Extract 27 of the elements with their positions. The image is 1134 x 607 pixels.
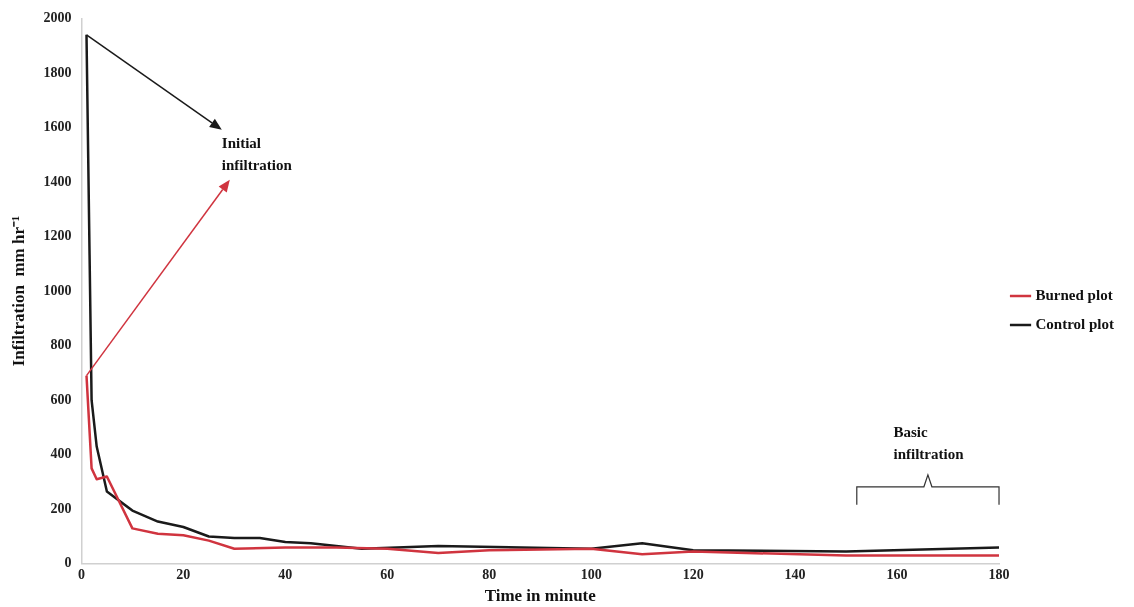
x-tick-label: 180 — [988, 566, 1010, 582]
annotation: Basic infiltration — [893, 423, 965, 462]
x-tick-label: 0 — [77, 566, 85, 582]
x-tick-label: 120 — [682, 566, 704, 582]
x-tick-label: 20 — [176, 566, 191, 582]
y-tick-label: 600 — [50, 391, 72, 407]
y-tick-label: 200 — [50, 500, 72, 516]
x-axis-title: Time in minute — [484, 586, 597, 606]
y-tick-label: 1600 — [43, 119, 72, 135]
x-tick-label: 160 — [886, 566, 908, 582]
y-tick-label: 400 — [50, 446, 72, 462]
legend-label: Burned plot — [1035, 286, 1113, 303]
y-tick-label: 0 — [64, 555, 72, 571]
annotation: Initial infiltration — [221, 134, 293, 173]
x-tick-label: 80 — [482, 566, 497, 582]
legend-label: Control plot — [1035, 315, 1115, 332]
y-tick-label: 2000 — [43, 10, 72, 26]
x-tick-label: 100 — [580, 566, 602, 582]
y-tick-label: 1200 — [43, 228, 72, 244]
x-tick-label: 60 — [380, 566, 395, 582]
x-tick-label: 140 — [784, 566, 806, 582]
y-tick-label: 1400 — [43, 173, 72, 189]
y-tick-label: 1000 — [43, 282, 72, 298]
y-axis-title: Infiltration mm hr⁻¹ — [8, 215, 28, 367]
x-tick-label: 40 — [278, 566, 293, 582]
y-tick-label: 1800 — [43, 64, 72, 80]
y-tick-label: 800 — [50, 337, 72, 353]
